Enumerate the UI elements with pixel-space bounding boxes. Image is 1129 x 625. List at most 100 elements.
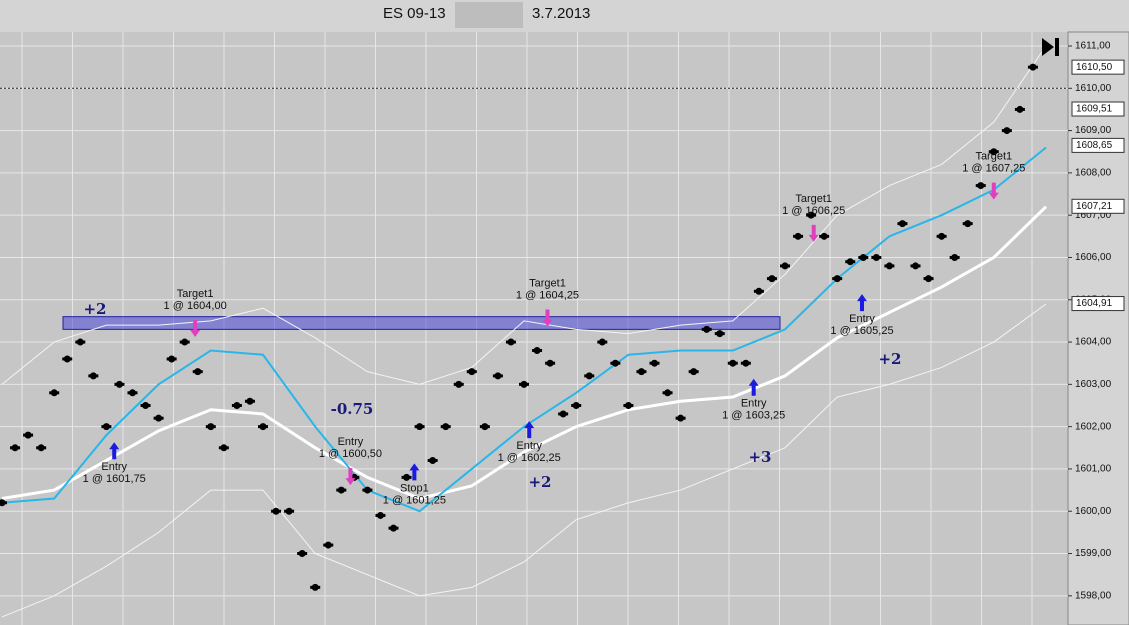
bar-dot — [846, 258, 854, 266]
series-line — [1, 303, 1047, 618]
bar-dot — [442, 423, 450, 431]
bar-dot — [259, 423, 267, 431]
scroll-end-icon[interactable] — [1042, 38, 1054, 56]
bar-dot — [168, 355, 176, 363]
bar-dot — [429, 456, 437, 464]
y-tick-label: 1603,00 — [1075, 379, 1112, 390]
bar-dot — [416, 423, 424, 431]
bar-dot — [285, 507, 293, 515]
bar-dot — [611, 359, 619, 367]
entry-arrow — [409, 463, 420, 481]
price-marker-label: 1608,65 — [1076, 140, 1113, 151]
y-tick-label: 1608,00 — [1075, 168, 1112, 179]
bar-dot — [742, 359, 750, 367]
bar-dot — [272, 507, 280, 515]
exit-arrow — [345, 468, 356, 486]
bar-dot — [925, 275, 933, 283]
bar-dot — [481, 423, 489, 431]
annotation-label: Entry — [338, 436, 364, 448]
series-line — [1, 205, 1048, 501]
bar-dot — [63, 355, 71, 363]
bar-dot — [677, 414, 685, 422]
bar-dot — [246, 397, 254, 405]
annotation-detail: 1 @ 1604,00 — [164, 300, 227, 312]
bar-dot — [298, 550, 306, 558]
annotation-detail: 1 @ 1601,25 — [383, 494, 446, 506]
bar-dot — [363, 486, 371, 494]
bar-dot — [585, 372, 593, 380]
annotation-detail: 1 @ 1600,50 — [319, 448, 382, 460]
y-tick-label: 1598,00 — [1075, 590, 1112, 601]
exit-arrow — [808, 224, 819, 242]
y-tick-label: 1604,00 — [1075, 337, 1112, 348]
bar-dot — [794, 232, 802, 240]
bar-dot — [207, 423, 215, 431]
bar-dot — [37, 444, 45, 452]
y-tick-label: 1610,00 — [1075, 83, 1112, 94]
annotation-label: Target1 — [795, 193, 832, 205]
bar-dot — [455, 380, 463, 388]
price-marker-label: 1609,51 — [1076, 104, 1113, 115]
bar-dot — [938, 232, 946, 240]
y-tick-label: 1607,00 — [1075, 210, 1112, 221]
annotation-label: Target1 — [177, 288, 214, 300]
bar-dot — [76, 338, 84, 346]
price-marker — [1071, 101, 1125, 117]
y-tick-label: 1602,00 — [1075, 421, 1112, 432]
price-marker — [1071, 296, 1125, 312]
bar-dot — [885, 262, 893, 270]
header-blank — [455, 2, 523, 28]
price-marker — [1071, 59, 1125, 75]
bar-dot — [703, 325, 711, 333]
bar-dot — [220, 444, 228, 452]
bar-dot — [664, 389, 672, 397]
pnl-label: +2 — [878, 350, 901, 368]
y-tick-label: 1599,00 — [1075, 548, 1112, 559]
pnl-label: +2 — [528, 473, 551, 491]
bar-dot — [716, 330, 724, 338]
bar-dot — [155, 414, 163, 422]
annotation-label: Target1 — [975, 151, 1012, 163]
bar-dot — [0, 499, 6, 507]
annotation-detail: 1 @ 1607,25 — [962, 163, 1025, 175]
bar-dot — [807, 211, 815, 219]
bar-dot — [181, 338, 189, 346]
series-line — [1, 146, 1047, 513]
pnl-label: +3 — [748, 448, 771, 466]
exit-arrow — [542, 309, 553, 327]
bar-dot — [820, 232, 828, 240]
bar-dot — [755, 287, 763, 295]
annotation-label: Stop1 — [400, 482, 429, 494]
instrument: ES 09-13 — [383, 5, 446, 22]
annotation-detail: 1 @ 1606,25 — [782, 205, 845, 217]
annotation-detail: 1 @ 1602,25 — [498, 452, 561, 464]
annotation-detail: 1 @ 1603,25 — [722, 410, 785, 422]
bar-dot — [951, 253, 959, 261]
bar-dot — [324, 541, 332, 549]
bar-dot — [964, 220, 972, 228]
bar-dot — [768, 275, 776, 283]
bar-dot — [233, 401, 241, 409]
price-marker-label: 1604,91 — [1076, 298, 1113, 309]
scroll-end-bar[interactable] — [1055, 38, 1059, 56]
bar-dot — [115, 380, 123, 388]
bar-dot — [494, 372, 502, 380]
bar-dot — [1003, 127, 1011, 135]
bar-dot — [468, 368, 476, 376]
bar-dot — [572, 401, 580, 409]
bar-dot — [24, 431, 32, 439]
date: 3.7.2013 — [532, 5, 590, 22]
bar-dot — [194, 368, 202, 376]
bar-dot — [729, 359, 737, 367]
bar-dot — [337, 486, 345, 494]
bar-dot — [376, 511, 384, 519]
y-tick-label: 1609,00 — [1075, 125, 1112, 136]
exit-arrow — [988, 182, 999, 200]
bar-dot — [507, 338, 515, 346]
bar-dot — [637, 368, 645, 376]
bar-dot — [898, 220, 906, 228]
price-marker-label: 1607,21 — [1076, 201, 1113, 212]
bar-dot — [129, 389, 136, 397]
annotation-label: Target1 — [529, 277, 566, 289]
